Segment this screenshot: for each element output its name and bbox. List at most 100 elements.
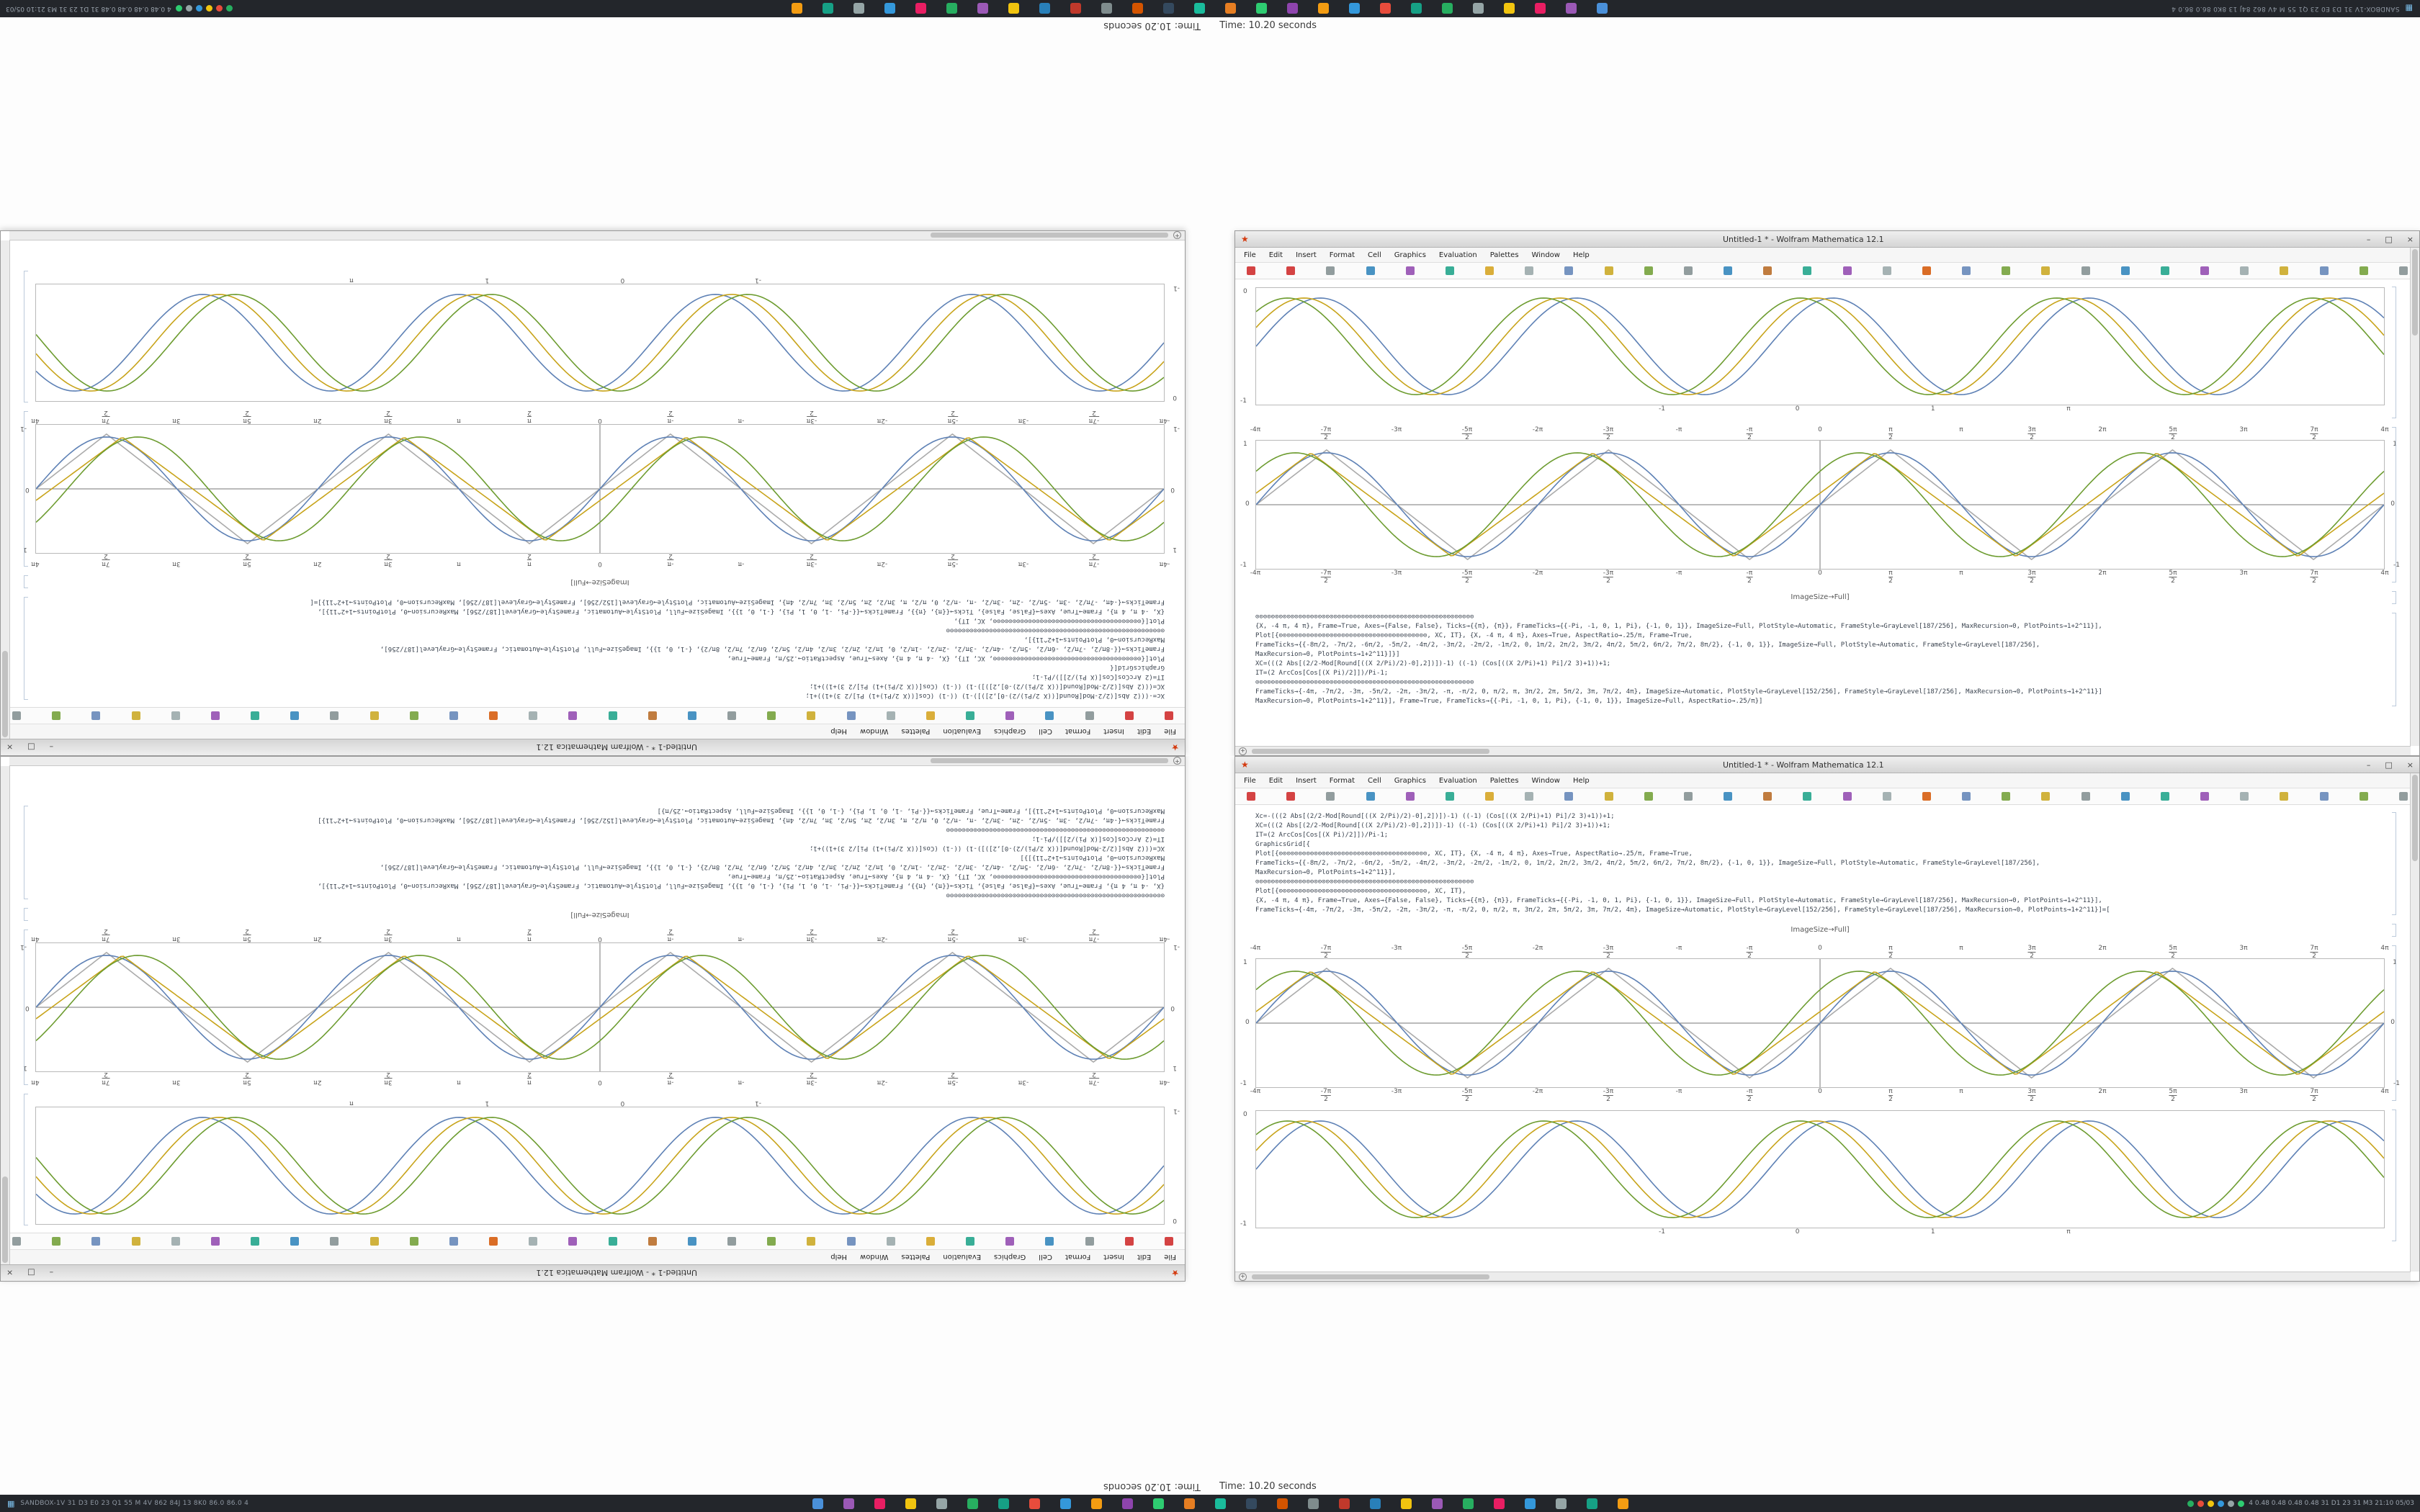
toolbar-icon[interactable] <box>1724 266 1733 275</box>
menu-item[interactable]: Graphics <box>994 727 1026 736</box>
tray-icon[interactable] <box>2197 1500 2205 1507</box>
toolbar-icon[interactable] <box>251 1237 260 1246</box>
app-icon[interactable] <box>1101 3 1112 14</box>
app-icon[interactable] <box>1039 3 1050 14</box>
toolbar-icon[interactable] <box>647 711 657 720</box>
app-icon[interactable] <box>874 1498 885 1509</box>
toolbar-icon[interactable] <box>1525 266 1534 275</box>
toolbar-icon[interactable] <box>1922 792 1931 801</box>
menu-item[interactable]: Help <box>830 727 848 736</box>
menu-item[interactable]: Format <box>1065 727 1091 736</box>
scrollbar-thumb[interactable] <box>2412 775 2418 861</box>
app-icon[interactable] <box>1163 3 1174 14</box>
toolbar-icon[interactable] <box>1525 792 1534 801</box>
toolbar-icon[interactable] <box>1124 711 1134 720</box>
magnify-button[interactable]: + <box>1239 747 1247 755</box>
app-icon[interactable] <box>1029 1498 1040 1509</box>
close-button[interactable]: × <box>2406 760 2414 770</box>
toolbar-icon[interactable] <box>2002 792 2011 801</box>
toolbar-icon[interactable] <box>409 1237 418 1246</box>
toolbar-icon[interactable] <box>1085 1237 1094 1246</box>
window-titlebar[interactable]: ★ Untitled-1 * - Wolfram Mathematica 12.… <box>1235 231 2419 248</box>
app-icon[interactable] <box>1597 3 1608 14</box>
tray-icon[interactable] <box>225 5 233 12</box>
horizontal-scrollbar[interactable]: + <box>9 757 1185 766</box>
app-icon[interactable] <box>1587 1498 1597 1509</box>
toolbar-icon[interactable] <box>2160 266 2169 275</box>
menu-item[interactable]: File <box>1164 1253 1176 1261</box>
code-cell[interactable]: Xc=-(((2 Abs[(2/2-Mod[Round[((X 2/Pi)/2)… <box>1255 812 2396 915</box>
toolbar-icon[interactable] <box>1763 266 1773 275</box>
menu-item[interactable]: Edit <box>1268 251 1283 259</box>
toolbar-icon[interactable] <box>687 711 696 720</box>
toolbar-icon[interactable] <box>171 711 180 720</box>
app-icon[interactable] <box>936 1498 947 1509</box>
toolbar-icon[interactable] <box>210 1237 220 1246</box>
toolbar-icon[interactable] <box>1962 792 1971 801</box>
toolbar-icon[interactable] <box>1366 792 1375 801</box>
toolbar-icon[interactable] <box>1405 266 1415 275</box>
toolbar-icon[interactable] <box>1644 266 1653 275</box>
toolbar-icon[interactable] <box>1683 266 1693 275</box>
app-icon[interactable] <box>998 1498 1009 1509</box>
app-icon[interactable] <box>1091 1498 1102 1509</box>
menu-item[interactable]: Format <box>1065 1253 1091 1261</box>
menu-item[interactable]: Cell <box>1368 251 1381 259</box>
toolbar-icon[interactable] <box>369 711 379 720</box>
toolbar-icon[interactable] <box>489 711 498 720</box>
app-icon[interactable] <box>1060 1498 1071 1509</box>
magnify-button[interactable]: + <box>1239 1272 1247 1281</box>
window-titlebar[interactable]: ★ Untitled-1 * - Wolfram Mathematica 12.… <box>1 1264 1185 1281</box>
toolbar-icon[interactable] <box>2002 266 2011 275</box>
app-icon[interactable] <box>1504 3 1515 14</box>
app-icon[interactable] <box>823 3 833 14</box>
minimize-button[interactable]: – <box>2366 234 2371 244</box>
toolbar-icon[interactable] <box>846 711 856 720</box>
notebook-content[interactable]: 0 -1 -1 0 1 π -4π -7π 2 -3π -5π 2 -2π -3π 2 -π -π 2 0 π 2… <box>1 757 1185 1233</box>
scrollbar-thumb[interactable] <box>2 651 8 737</box>
app-icon[interactable] <box>1132 3 1143 14</box>
menu-item[interactable]: Cell <box>1039 727 1052 736</box>
toolbar-icon[interactable] <box>846 1237 856 1246</box>
toolbar-icon[interactable] <box>52 1237 61 1246</box>
app-icon[interactable] <box>1401 1498 1412 1509</box>
horizontal-scrollbar[interactable]: + <box>1235 746 2411 755</box>
scrollbar-thumb[interactable] <box>931 233 1168 238</box>
minimize-button[interactable]: – <box>49 1268 54 1278</box>
start-button[interactable]: ▦ <box>2405 4 2413 14</box>
vertical-scrollbar[interactable] <box>1 766 10 1264</box>
toolbar-icon[interactable] <box>2359 266 2368 275</box>
menu-item[interactable]: Help <box>830 1253 848 1261</box>
menu-item[interactable]: Cell <box>1039 1253 1052 1261</box>
toolbar-icon[interactable] <box>2280 266 2289 275</box>
app-icon[interactable] <box>1339 1498 1350 1509</box>
app-icon[interactable] <box>1349 3 1360 14</box>
toolbar-icon[interactable] <box>2041 792 2051 801</box>
scrollbar-thumb[interactable] <box>2 1176 8 1263</box>
menu-item[interactable]: Palettes <box>1489 776 1519 785</box>
menu-item[interactable]: Window <box>1531 251 1560 259</box>
toolbar-icon[interactable] <box>529 1237 538 1246</box>
app-icon[interactable] <box>1008 3 1019 14</box>
toolbar-icon[interactable] <box>727 711 737 720</box>
toolbar-icon[interactable] <box>1326 792 1335 801</box>
vertical-scrollbar[interactable] <box>2410 248 2419 746</box>
toolbar-icon[interactable] <box>1165 711 1173 720</box>
tray-icon[interactable] <box>215 5 223 12</box>
app-icon[interactable] <box>812 1498 823 1509</box>
toolbar-icon[interactable] <box>2120 266 2130 275</box>
toolbar-icon[interactable] <box>1485 792 1494 801</box>
tray-icon[interactable] <box>2228 1500 2235 1507</box>
toolbar-icon[interactable] <box>290 1237 300 1246</box>
app-icon[interactable] <box>884 3 895 14</box>
horizontal-scrollbar[interactable]: + <box>9 231 1185 240</box>
app-icon[interactable] <box>1277 1498 1288 1509</box>
menu-item[interactable]: File <box>1244 776 1256 785</box>
app-icon[interactable] <box>1194 3 1205 14</box>
app-icon[interactable] <box>1246 1498 1257 1509</box>
tray-icon[interactable] <box>195 5 202 12</box>
menu-item[interactable]: Format <box>1329 251 1355 259</box>
toolbar-icon[interactable] <box>1922 266 1931 275</box>
scrollbar-thumb[interactable] <box>2412 249 2418 336</box>
toolbar-icon[interactable] <box>369 1237 379 1246</box>
